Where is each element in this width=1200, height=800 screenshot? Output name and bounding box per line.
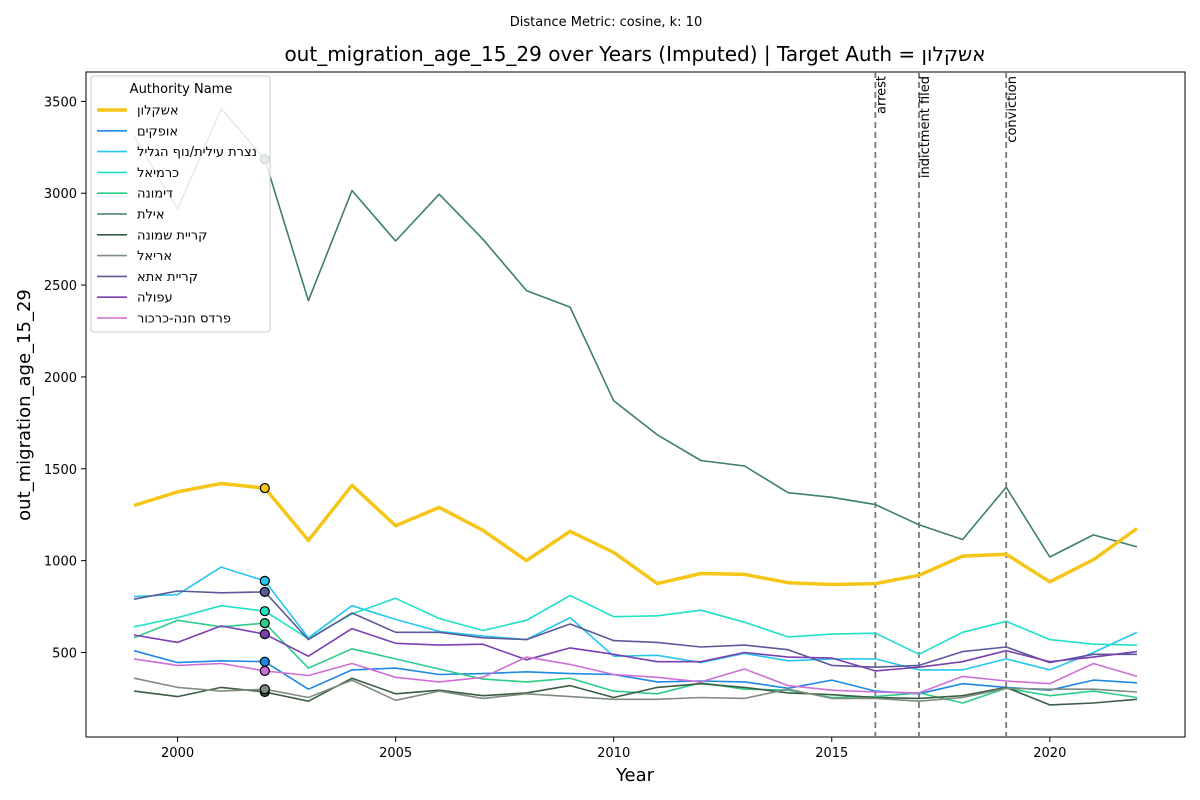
x-axis-ticks: 2000 2005 2010 2015 2020 [161, 737, 1066, 761]
series-line [133, 656, 1138, 694]
event-label: arrest [874, 76, 889, 114]
legend-label: קריית אתא [137, 270, 198, 285]
legend-label: אשקלון [137, 104, 179, 119]
legend-label: אילת [137, 208, 165, 223]
series-lines [133, 107, 1139, 706]
chart-title: out_migration_age_15_29 over Years (Impu… [284, 42, 985, 66]
series-line [133, 677, 1138, 703]
x-tick-label: 2015 [815, 746, 848, 761]
event-lines: arrest indictment filed conviction [874, 72, 1020, 737]
series-marker [259, 665, 270, 676]
x-tick-label: 2010 [597, 746, 630, 761]
chart-suptitle: Distance Metric: cosine, k: 10 [510, 15, 702, 30]
event-label: indictment filed [918, 76, 933, 178]
x-tick-label: 2005 [379, 746, 412, 761]
series-marker [259, 606, 270, 617]
series-marker [259, 586, 270, 597]
series-line [133, 590, 1137, 669]
legend-box [90, 75, 271, 333]
y-tick-label: 1500 [44, 463, 77, 478]
legend-label: דימונה [137, 187, 173, 202]
series-marker [259, 656, 270, 667]
y-tick-label: 3000 [44, 187, 77, 202]
series-line [133, 481, 1139, 587]
y-axis-ticks: 500 1000 1500 2000 2500 3000 3500 [44, 95, 86, 661]
legend-label: עפולה [137, 291, 173, 306]
series-marker [259, 482, 270, 494]
series-line [133, 566, 1138, 671]
series-line [133, 677, 1138, 706]
legend: Authority Name אשקלון אופקים נצרת עילית/נו… [90, 75, 271, 333]
legend-label: כרמיאל [137, 166, 179, 181]
series-line [133, 107, 1138, 558]
event-label: conviction [1005, 76, 1020, 143]
legend-label: נצרת עילית/נוף הגליל [137, 145, 257, 160]
series-line [133, 625, 1138, 672]
legend-label: קריית שמונה [137, 228, 207, 243]
x-axis-label: Year [615, 765, 655, 786]
y-tick-label: 3500 [44, 95, 77, 110]
series-marker [259, 684, 270, 695]
y-tick-label: 500 [52, 646, 77, 661]
y-axis-label: out_migration_age_15_29 [14, 289, 35, 521]
marker-points [259, 154, 270, 698]
y-tick-label: 1000 [44, 555, 77, 570]
x-tick-label: 2020 [1033, 746, 1066, 761]
series-marker [259, 575, 270, 586]
series-marker [259, 629, 270, 640]
legend-title: Authority Name [130, 82, 233, 97]
series-marker [259, 618, 270, 629]
series-line [133, 649, 1138, 695]
plot-frame [85, 71, 1186, 738]
y-tick-label: 2500 [44, 279, 77, 294]
legend-items: אשקלון אופקים נצרת עילית/נוף הגליל כרמיאל די… [97, 104, 257, 327]
y-tick-label: 2000 [44, 371, 77, 386]
x-tick-label: 2000 [161, 746, 194, 761]
legend-label: אריאל [137, 249, 172, 264]
legend-label: פרדס חנה-כרכור [137, 312, 231, 327]
series-line [133, 594, 1138, 656]
legend-label: אופקים [137, 124, 178, 139]
